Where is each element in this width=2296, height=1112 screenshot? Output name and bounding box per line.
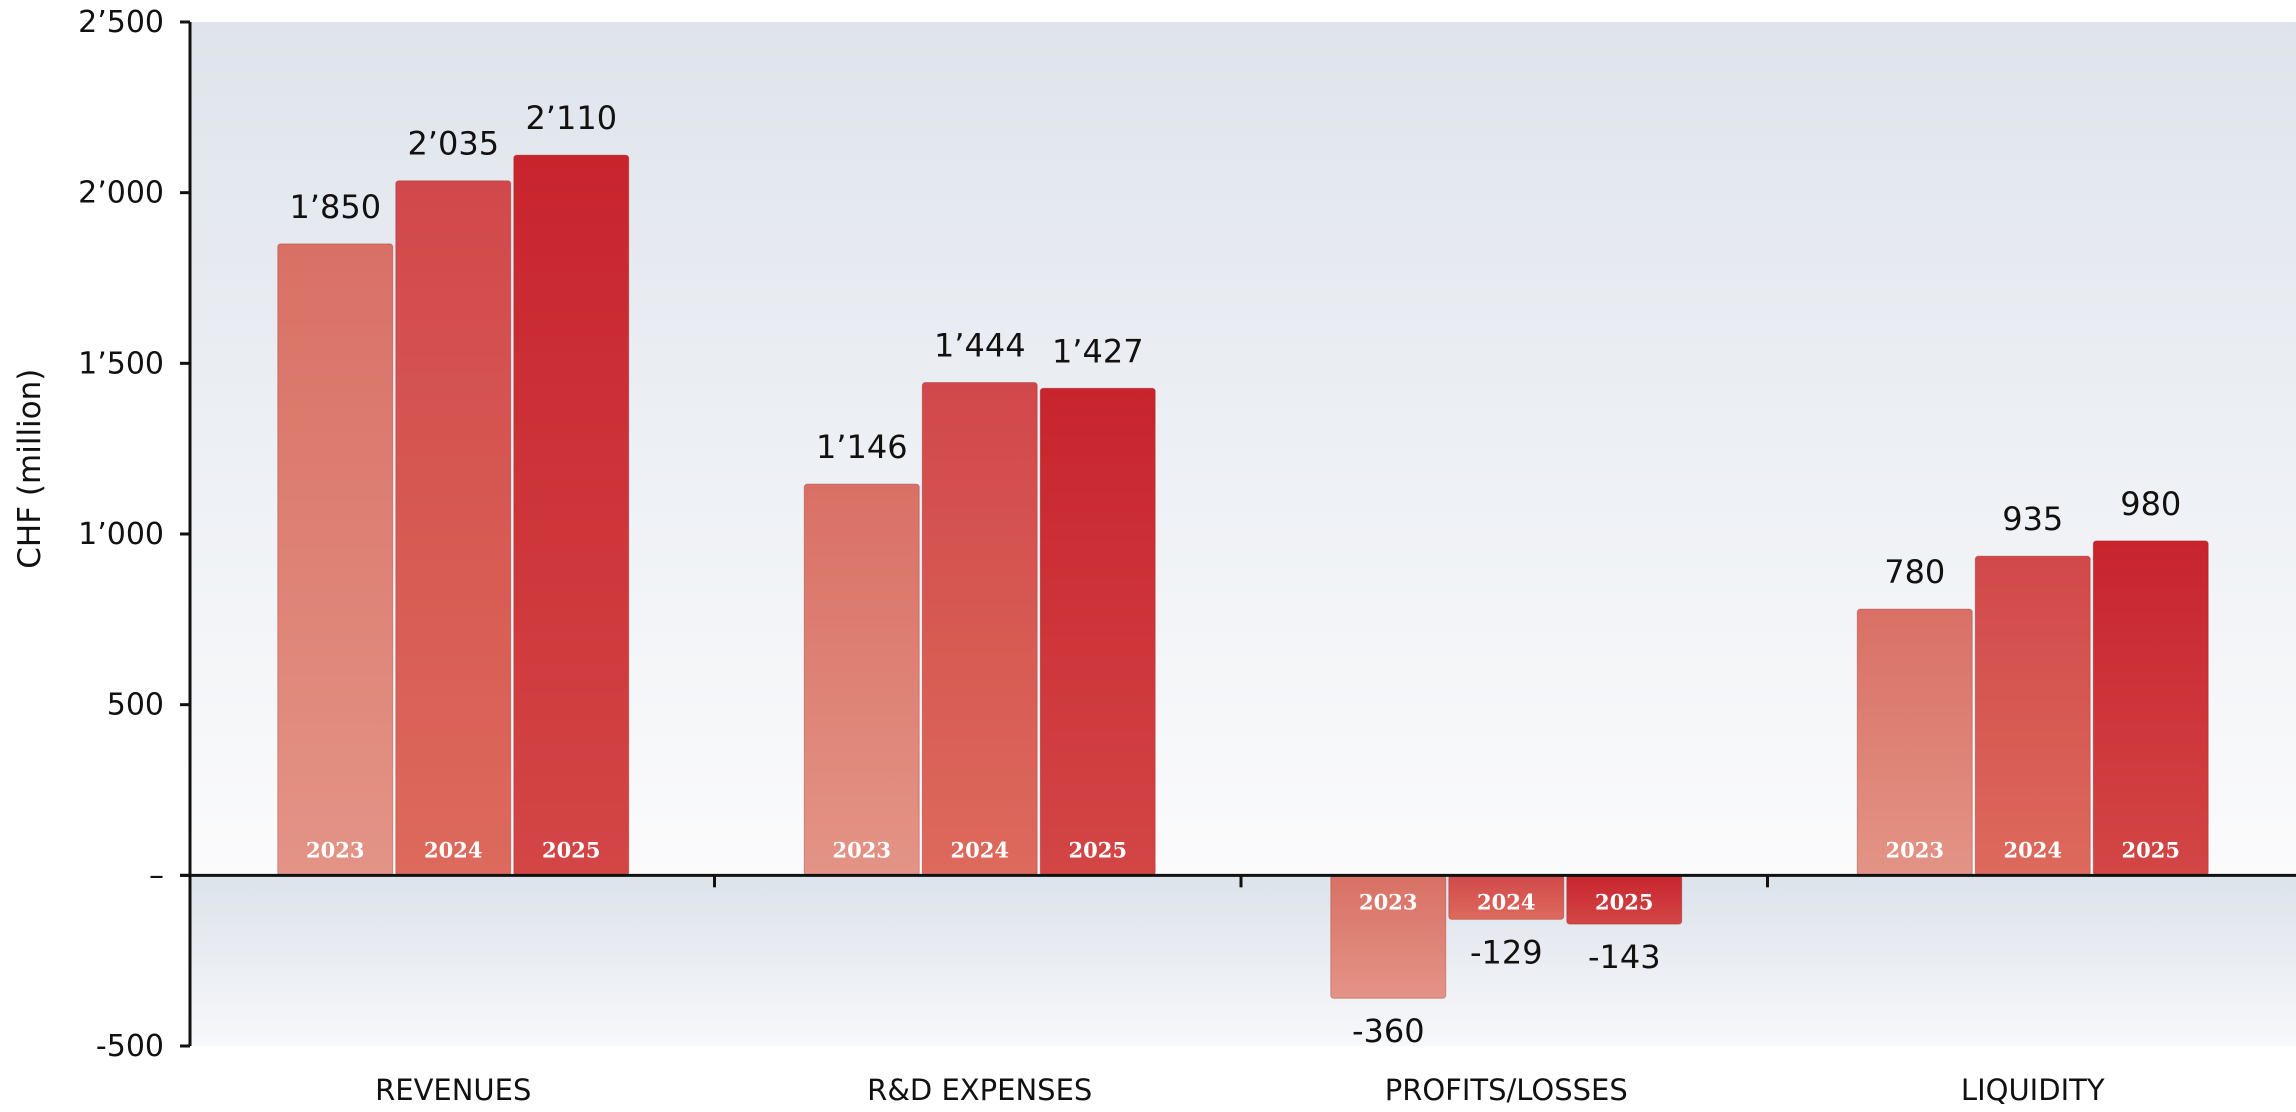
bar-value-label: 1’850 — [289, 188, 381, 226]
y-tick-label: 2’000 — [78, 176, 164, 211]
bar-year-label: 2023 — [833, 837, 891, 862]
bar-value-label: 935 — [2002, 500, 2063, 538]
bar-year-label: 2024 — [2004, 837, 2062, 862]
bar-year-label: 2024 — [1477, 889, 1535, 914]
bar-revenues-2024 — [395, 180, 512, 876]
bar-year-label: 2025 — [1069, 837, 1127, 862]
bar-year-label: 2023 — [1359, 889, 1417, 914]
category-label: LIQUIDITY — [1961, 1073, 2105, 1107]
y-axis-label: CHF (million) — [12, 369, 48, 569]
bar-year-label: 2025 — [542, 837, 600, 862]
lower-plot-area — [190, 875, 2296, 1046]
bar-year-label: 2023 — [306, 837, 364, 862]
labels: 2023 1’850 2024 2’035 2025 2’110 REVENUES 2023 1… — [289, 99, 2181, 1107]
bar-value-label: 1’427 — [1052, 332, 1144, 370]
bar-r-d-expenses-2025 — [1039, 387, 1156, 876]
axes: 2’500 2’000 1’500 1’000 500 – -500 — [78, 5, 2296, 1064]
bar-value-label: 1’444 — [934, 326, 1026, 364]
bar-value-label: -143 — [1588, 938, 1661, 976]
category-label: PROFITS/LOSSES — [1385, 1073, 1628, 1107]
bar-liquidity-2023 — [1856, 608, 1973, 876]
y-tick-label: -500 — [96, 1029, 164, 1064]
bars — [277, 154, 2209, 999]
y-tick-label: 1’000 — [78, 517, 164, 552]
bar-value-label: 1’146 — [816, 428, 908, 466]
bar-value-label: 2’110 — [525, 99, 617, 137]
bar-liquidity-2024 — [1974, 555, 2091, 876]
bar-year-label: 2024 — [424, 837, 482, 862]
bar-r-d-expenses-2023 — [803, 483, 920, 876]
bar-year-label: 2025 — [1595, 889, 1653, 914]
y-tick-label: 2’500 — [78, 5, 164, 40]
bar-year-label: 2024 — [951, 837, 1009, 862]
bar-value-label: -129 — [1470, 933, 1543, 971]
bar-value-label: 2’035 — [407, 125, 499, 163]
bar-revenues-2023 — [277, 243, 394, 876]
bar-r-d-expenses-2024 — [921, 381, 1038, 876]
category-label: R&D EXPENSES — [867, 1073, 1092, 1107]
bar-liquidity-2025 — [2092, 540, 2209, 876]
y-tick-label: 500 — [107, 688, 164, 723]
bar-year-label: 2023 — [1886, 837, 1944, 862]
y-tick-label: 1’500 — [78, 346, 164, 381]
bar-year-label: 2025 — [2122, 837, 2180, 862]
y-tick-label: – — [149, 858, 164, 893]
bar-value-label: 980 — [2120, 485, 2181, 523]
bar-value-label: 780 — [1884, 553, 1945, 591]
bar-revenues-2025 — [513, 154, 630, 876]
bar-value-label: -360 — [1352, 1012, 1425, 1050]
category-label: REVENUES — [375, 1073, 531, 1107]
